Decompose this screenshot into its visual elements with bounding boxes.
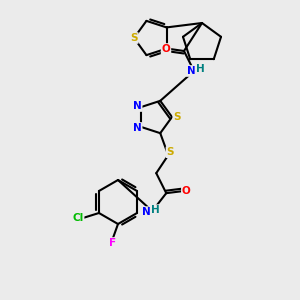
- Text: F: F: [110, 238, 117, 248]
- Text: Cl: Cl: [72, 213, 84, 223]
- Text: N: N: [133, 101, 142, 111]
- Text: S: S: [167, 147, 174, 157]
- Text: N: N: [133, 123, 142, 133]
- Text: H: H: [196, 64, 204, 74]
- Text: S: S: [130, 33, 138, 43]
- Text: N: N: [142, 207, 151, 217]
- Text: S: S: [173, 112, 181, 122]
- Text: O: O: [182, 186, 190, 196]
- Text: N: N: [187, 66, 195, 76]
- Text: H: H: [151, 205, 160, 215]
- Text: O: O: [162, 44, 170, 54]
